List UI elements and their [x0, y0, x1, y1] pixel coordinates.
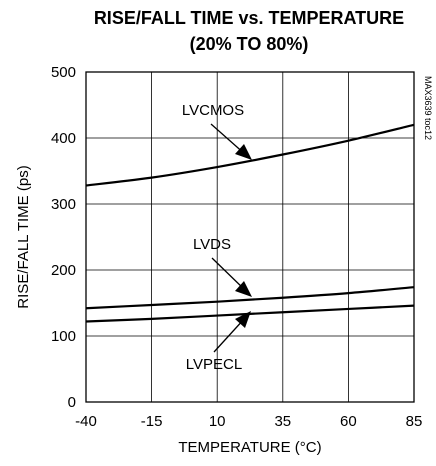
y-axis-label: RISE/FALL TIME (ps)	[15, 165, 32, 308]
x-tick-labels: -40 -15 10 35 60 85	[75, 413, 422, 430]
x-tick-label: 85	[406, 413, 423, 430]
y-tick-label: 500	[51, 64, 76, 81]
y-tick-label: 100	[51, 328, 76, 345]
series-line-lvpecl	[85, 304, 415, 323]
y-tick-label: 400	[51, 130, 76, 147]
label-lvds: LVDS	[193, 236, 231, 253]
chart-title: RISE/FALL TIME vs. TEMPERATURE	[94, 8, 404, 28]
y-tick-label: 0	[68, 394, 76, 411]
x-tick-label: 10	[209, 413, 226, 430]
series-line-lvcmos	[85, 123, 415, 187]
grid	[85, 71, 415, 403]
plot-frame	[85, 71, 415, 403]
label-lvpecl: LVPECL	[186, 356, 242, 373]
x-tick-label: -15	[141, 413, 163, 430]
arrow-lvds	[211, 257, 252, 297]
watermark-note: MAX3639 toc12	[423, 76, 433, 140]
x-tick-label: -40	[75, 413, 97, 430]
series-lines	[85, 123, 415, 323]
y-tick-labels: 0 100 200 300 400 500	[51, 64, 76, 411]
chart-subtitle: (20% TO 80%)	[190, 34, 309, 54]
x-tick-label: 35	[274, 413, 291, 430]
x-tick-label: 60	[340, 413, 357, 430]
y-tick-label: 300	[51, 196, 76, 213]
arrow-lvcmos	[210, 123, 252, 160]
series-line-lvds	[85, 286, 415, 310]
x-axis-label: TEMPERATURE (°C)	[178, 439, 321, 456]
arrow-lvpecl	[213, 311, 251, 353]
y-tick-label: 200	[51, 262, 76, 279]
label-lvcmos: LVCMOS	[182, 102, 244, 119]
